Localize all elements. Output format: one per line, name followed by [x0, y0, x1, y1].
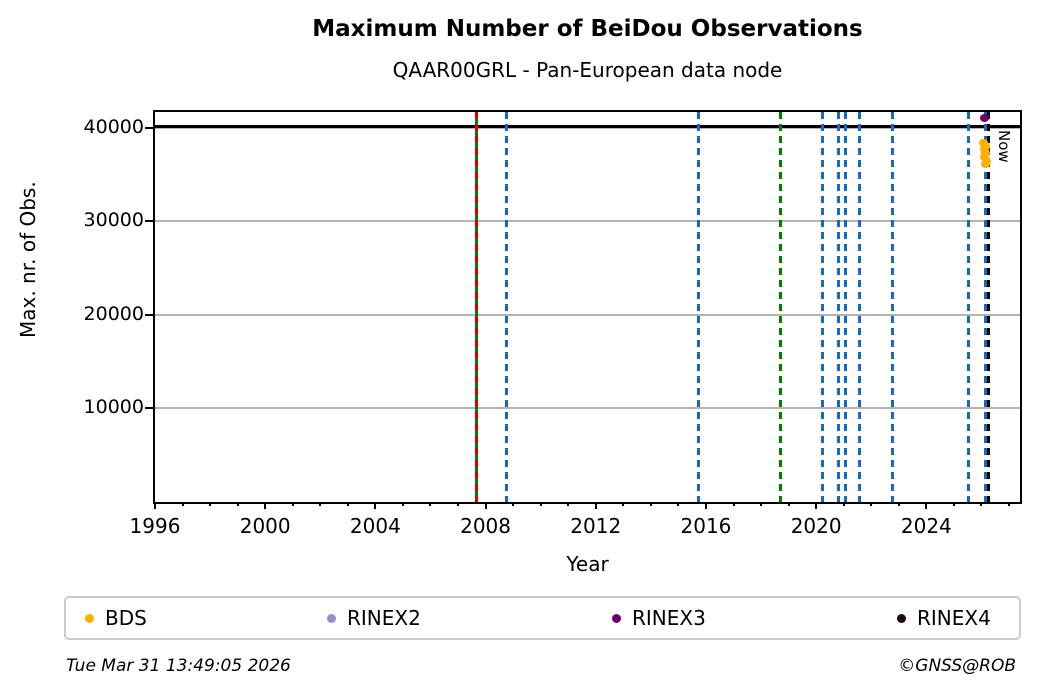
x-tick-label: 2020 [790, 514, 842, 538]
legend-label: RINEX3 [632, 606, 706, 630]
x-axis-label: Year [566, 552, 609, 576]
x-tick-label: 2004 [349, 514, 401, 538]
event-line [844, 112, 848, 502]
event-line [857, 112, 861, 502]
x-tick-mark [484, 502, 487, 509]
legend-item-rinex2: RINEX2 [327, 598, 421, 638]
legend-label: RINEX4 [917, 606, 991, 630]
legend-label: BDS [105, 606, 147, 630]
x-tick-mark [154, 502, 156, 509]
x-minor-tick-mark [401, 502, 404, 506]
x-tick-mark [264, 502, 267, 509]
legend-item-rinex3: RINEX3 [612, 598, 706, 638]
x-minor-tick-mark [842, 502, 845, 506]
y-axis-label: Max. nr. of Obs. [16, 181, 40, 338]
y-tick-label: 20000 [83, 302, 144, 325]
x-minor-tick-mark [622, 502, 625, 506]
x-tick-mark [925, 502, 928, 509]
now-label: Now [995, 130, 1014, 163]
y-tick-label: 10000 [83, 396, 144, 419]
x-minor-tick-mark [980, 502, 983, 506]
x-minor-tick-mark [567, 502, 570, 506]
event-line [890, 112, 894, 502]
y-tick-mark [145, 313, 153, 316]
x-minor-tick-mark [319, 502, 322, 506]
x-minor-tick-mark [457, 502, 460, 506]
legend-item-bds: BDS [85, 598, 147, 638]
chart-title: Maximum Number of BeiDou Observations [312, 16, 863, 42]
x-tick-mark [704, 502, 707, 509]
legend-marker-icon [897, 613, 906, 623]
y-tick-mark [145, 407, 153, 410]
x-minor-tick-mark [236, 502, 239, 506]
credit-text: ©GNSS@ROB [898, 656, 1016, 676]
x-minor-tick-mark [952, 502, 955, 506]
now-line [987, 112, 991, 502]
x-tick-label: 2016 [680, 514, 732, 538]
data-point-rinex3 [980, 113, 990, 122]
x-tick-mark [594, 502, 597, 509]
x-minor-tick-mark [181, 502, 184, 506]
event-line [696, 112, 700, 502]
plot-area: 10000 20000 30000 40000 1996 2000 2004 2008 2012… [84, 110, 1022, 538]
x-minor-tick-mark [732, 502, 735, 506]
x-minor-tick-mark [760, 502, 763, 506]
y-gridline [155, 407, 1020, 410]
x-minor-tick-mark [787, 502, 790, 506]
legend-marker-icon [612, 613, 621, 623]
y-tick-mark [145, 220, 153, 223]
x-tick-label: 2008 [460, 514, 512, 538]
legend-label: RINEX2 [347, 606, 421, 630]
x-minor-tick-mark [649, 502, 652, 506]
x-minor-tick-mark [346, 502, 349, 506]
x-minor-tick-mark [539, 502, 542, 506]
x-minor-tick-mark [870, 502, 873, 506]
x-tick-mark [374, 502, 377, 509]
x-minor-tick-mark [209, 502, 212, 506]
chart-subtitle: QAAR00GRL - Pan-European data node [392, 58, 783, 82]
x-minor-tick-mark [677, 502, 680, 506]
x-tick-label: 2012 [570, 514, 622, 538]
x-tick-label: 1996 [129, 514, 181, 538]
legend-item-rinex4: RINEX4 [897, 598, 991, 638]
event-line [820, 112, 824, 502]
data-point-bds [980, 160, 990, 169]
timestamp-text: Tue Mar 31 13:49:05 2026 [66, 656, 291, 676]
x-minor-tick-mark [429, 502, 432, 506]
event-line [779, 112, 783, 502]
legend-marker-icon [327, 613, 336, 623]
y-tick-mark [145, 126, 153, 129]
legend-box: BDS RINEX2 RINEX3 RINEX4 [64, 596, 1021, 640]
event-line [966, 112, 970, 502]
x-minor-tick-mark [1007, 502, 1010, 506]
threshold-line [155, 125, 1020, 129]
y-tick-label: 30000 [83, 209, 144, 232]
x-tick-label: 2000 [239, 514, 291, 538]
x-minor-tick-mark [897, 502, 900, 506]
event-line [474, 112, 478, 502]
x-minor-tick-mark [291, 502, 294, 506]
y-gridline [155, 313, 1020, 316]
event-line [837, 112, 841, 502]
x-tick-label: 2024 [900, 514, 952, 538]
event-line [983, 112, 987, 502]
legend-marker-icon [85, 613, 94, 623]
y-gridline [155, 220, 1020, 223]
x-tick-mark [815, 502, 818, 509]
event-line [505, 112, 509, 502]
x-minor-tick-mark [512, 502, 515, 506]
y-tick-label: 40000 [83, 115, 144, 138]
